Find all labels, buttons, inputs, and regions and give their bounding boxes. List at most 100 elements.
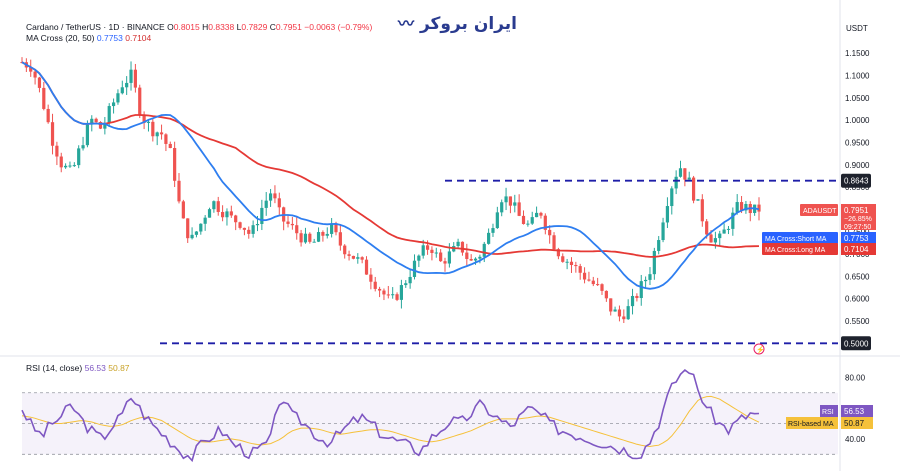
lightning-event-icon <box>753 343 765 355</box>
open-value: 0.8015 <box>173 22 200 32</box>
candle-body <box>260 207 264 224</box>
price-tag-countdown: 09:27:50 <box>844 224 871 231</box>
candle-body <box>617 309 622 317</box>
candle-body <box>644 279 648 282</box>
level-tag-value: 0.8643 <box>844 177 869 186</box>
candle-body <box>268 193 273 201</box>
candle-body <box>661 222 665 241</box>
ma-long-line <box>21 61 760 258</box>
candle-body <box>399 285 404 300</box>
candle-body <box>312 241 316 243</box>
price-tag-value: 0.7104 <box>844 245 869 254</box>
candle-body <box>443 261 447 264</box>
candle-body <box>221 211 225 218</box>
ma-short-line <box>21 61 760 290</box>
rsi-tick-label: 80.00 <box>845 373 866 382</box>
candle-body <box>482 243 486 257</box>
candle-body <box>639 281 643 299</box>
candle-body <box>556 249 560 257</box>
candle-body <box>129 69 133 83</box>
candle-body <box>225 211 229 218</box>
candle-body <box>85 124 90 146</box>
candle-body <box>404 283 408 286</box>
candle-body <box>391 294 395 296</box>
candle-body <box>29 67 33 72</box>
candle-body <box>351 255 356 259</box>
candle-body <box>356 257 360 259</box>
candle-body <box>626 306 630 320</box>
level-tag-bg <box>841 336 871 351</box>
price-tick-label: 1.1500 <box>845 49 870 58</box>
candle-body <box>190 234 194 239</box>
currency-label: USDT <box>846 24 868 33</box>
symbol-header: Cardano / TetherUS · 1D · BINANCE O0.801… <box>26 22 373 32</box>
price-tag-bg <box>841 204 876 230</box>
candle-body <box>670 188 674 207</box>
candle-body <box>338 232 342 246</box>
candle-body <box>234 215 238 223</box>
price-tick-label: 1.0500 <box>845 94 870 103</box>
candle-body <box>116 93 120 103</box>
candle-body <box>465 252 469 259</box>
ma-cross-label: MA Cross (20, 50) <box>26 33 95 43</box>
candle-body <box>561 256 565 262</box>
candle-body <box>68 165 72 167</box>
candle-body <box>565 261 569 263</box>
candle-body <box>103 123 107 129</box>
candle-body <box>155 132 159 137</box>
price-tag-label: MA Cross:Short MA <box>765 236 827 243</box>
candle-body <box>203 217 207 224</box>
price-tag-label: MA Cross:Long MA <box>765 247 826 254</box>
candle-body <box>609 298 613 312</box>
change-value: −0.0063 (−0.79%) <box>304 22 373 32</box>
candle-body <box>569 261 574 266</box>
candle-body <box>447 251 451 264</box>
rsi-tag-label: RSI-based MA <box>788 421 834 428</box>
candle-body <box>142 114 146 123</box>
candle-body <box>199 223 203 232</box>
candle-body <box>238 222 242 228</box>
candle-body <box>207 209 212 218</box>
candle-body <box>417 255 421 261</box>
candle-body <box>251 225 255 234</box>
candle-body <box>513 202 517 206</box>
candle-body <box>181 201 185 219</box>
candle-body <box>212 201 216 210</box>
candle-body <box>600 284 604 291</box>
candle-body <box>526 223 530 225</box>
candle-body <box>521 215 526 225</box>
candle-body <box>709 234 713 243</box>
candle-body <box>648 274 652 280</box>
candle-body <box>548 229 552 236</box>
candle-body <box>347 254 351 256</box>
rsi-value: 56.53 <box>84 363 106 373</box>
candle-body <box>487 232 491 244</box>
candle-body <box>421 245 425 256</box>
candle-body <box>46 108 50 123</box>
lightning-glyph: ⚡ <box>756 345 765 354</box>
candle-body <box>343 245 347 255</box>
candle-body <box>316 232 321 242</box>
rsi-tag-label: RSI <box>822 409 834 416</box>
candle-body <box>286 221 290 224</box>
candle-body <box>713 238 717 243</box>
candle-body <box>373 281 377 289</box>
low-value: 0.7829 <box>241 22 268 32</box>
rsi-ma-line <box>21 395 760 448</box>
candle-body <box>164 134 168 144</box>
ma-long-value: 0.7104 <box>125 33 152 43</box>
candle-body <box>94 118 98 123</box>
candle-body <box>125 82 129 88</box>
level-tag-value: 0.5000 <box>844 339 869 348</box>
candle-body <box>277 198 281 208</box>
candle-body <box>495 212 499 229</box>
candle-body <box>604 290 608 299</box>
candle-body <box>194 231 199 235</box>
candle-body <box>295 225 299 234</box>
candle-body <box>478 256 482 259</box>
rsi-label: RSI (14, close) <box>26 363 83 373</box>
candle-body <box>111 102 116 107</box>
candle-body <box>504 196 508 203</box>
candle-body <box>98 122 103 129</box>
